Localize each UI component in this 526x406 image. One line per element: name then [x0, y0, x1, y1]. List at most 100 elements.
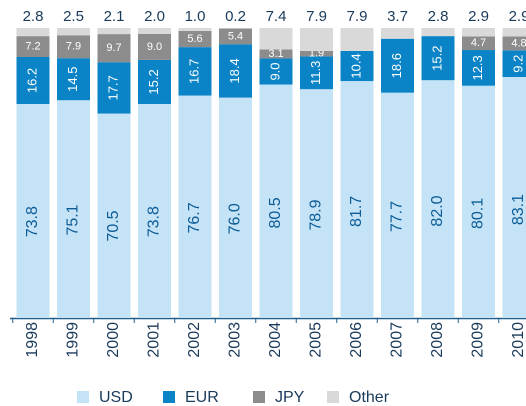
legend-label: JPY — [275, 389, 305, 406]
value-label: 7.4 — [266, 8, 287, 25]
value-label: 78.9 — [308, 199, 325, 230]
value-label: 82.0 — [429, 195, 446, 226]
bar-segment — [259, 84, 293, 318]
bar-segment — [340, 81, 374, 318]
value-label: 7.9 — [306, 8, 327, 25]
value-label: 5.6 — [187, 33, 202, 45]
x-tick-label: 2006 — [348, 322, 365, 358]
bar-segment — [259, 49, 293, 59]
value-label: 70.5 — [105, 210, 122, 241]
x-tick-label: 2000 — [105, 322, 122, 358]
bar-segment — [219, 28, 252, 29]
value-label: 2.9 — [509, 8, 526, 25]
bar-segment — [259, 58, 293, 85]
x-tick-label: 2001 — [146, 322, 163, 358]
legend-label: Other — [349, 389, 390, 406]
value-label: 73.8 — [24, 206, 41, 237]
legend-swatch — [327, 391, 339, 403]
value-label: 9.7 — [106, 42, 121, 54]
bar-segment — [138, 59, 171, 104]
value-label: 7.9 — [66, 41, 81, 53]
value-label: 0.2 — [225, 8, 246, 25]
bar-segment — [300, 28, 333, 51]
value-label: 76.0 — [227, 203, 244, 234]
value-label: 83.1 — [510, 194, 526, 225]
value-label: 9.2 — [510, 55, 525, 73]
value-label: 4.8 — [511, 37, 526, 49]
value-label: 11.3 — [308, 61, 323, 85]
bar-segment — [340, 28, 374, 51]
bar-segment — [16, 103, 50, 318]
bar-segment — [340, 50, 374, 82]
bar-segment — [300, 50, 333, 57]
bar-segment — [462, 36, 495, 51]
value-label: 7.2 — [25, 40, 40, 52]
value-label: 9.0 — [147, 41, 162, 53]
bar-segment — [421, 80, 455, 318]
bar-segment — [381, 38, 414, 93]
x-tick-label: 2010 — [510, 322, 526, 358]
bar-segment — [138, 103, 171, 318]
value-label: 80.5 — [267, 197, 284, 228]
value-label: 3.1 — [268, 48, 283, 60]
bar-segment — [178, 95, 212, 318]
bar-segment — [502, 77, 526, 318]
bar-segment — [502, 28, 526, 37]
value-label: 77.7 — [389, 201, 406, 232]
legend-swatch — [77, 391, 89, 403]
bar-segment — [300, 56, 333, 90]
value-label: 10.4 — [348, 53, 363, 78]
value-label: 9.0 — [267, 62, 282, 80]
bar-segment — [300, 89, 333, 318]
legend-swatch — [253, 391, 265, 403]
legend-label: USD — [99, 389, 133, 406]
bar-segment — [178, 28, 212, 31]
x-tick-label: 1999 — [65, 322, 82, 358]
value-label: 80.1 — [470, 198, 487, 229]
legend-swatch — [163, 391, 175, 403]
bar-segment — [219, 97, 252, 318]
value-label: 2.8 — [23, 8, 44, 25]
bar-segment — [97, 34, 131, 63]
legend-label: EUR — [185, 389, 219, 406]
value-label: 4.7 — [471, 37, 486, 49]
bar-segment — [16, 28, 50, 37]
bar-segment — [381, 28, 414, 39]
value-label: 5.4 — [228, 30, 243, 42]
x-tick-label: 2003 — [227, 322, 244, 358]
value-label: 3.7 — [387, 8, 408, 25]
value-label: 18.6 — [389, 53, 404, 78]
bar-segment — [138, 33, 171, 60]
value-label: 2.9 — [468, 8, 489, 25]
value-label: 16.2 — [24, 68, 39, 93]
bar-segment — [502, 36, 526, 51]
x-tick-label: 2007 — [389, 322, 406, 358]
value-label: 18.4 — [227, 58, 242, 83]
x-tick-label: 2008 — [429, 322, 446, 358]
value-label: 75.1 — [65, 204, 82, 235]
value-label: 17.7 — [105, 75, 120, 100]
bar-segment — [97, 113, 131, 318]
value-label: 73.8 — [146, 206, 163, 237]
x-tick-label: 2004 — [267, 322, 284, 358]
bar-segment — [178, 47, 212, 96]
bar-segment — [259, 28, 293, 50]
x-tick-label: 2002 — [186, 322, 203, 358]
bar-segment — [57, 58, 90, 101]
bar-segment — [57, 28, 90, 36]
value-label: 76.7 — [186, 202, 203, 233]
bar-segment — [97, 28, 131, 35]
value-label: 16.7 — [186, 59, 201, 84]
bar-segment — [421, 28, 455, 37]
value-label: 7.9 — [347, 8, 368, 25]
x-tick-label: 2009 — [470, 322, 487, 358]
value-label: 2.0 — [144, 8, 165, 25]
value-label: 1.0 — [185, 8, 206, 25]
bar-segment — [462, 28, 495, 37]
bar-segment — [138, 28, 171, 34]
bar-segment — [57, 100, 90, 319]
bar-segment — [462, 85, 495, 319]
x-tick-label: 2005 — [308, 322, 325, 358]
value-label: 12.3 — [470, 55, 485, 80]
